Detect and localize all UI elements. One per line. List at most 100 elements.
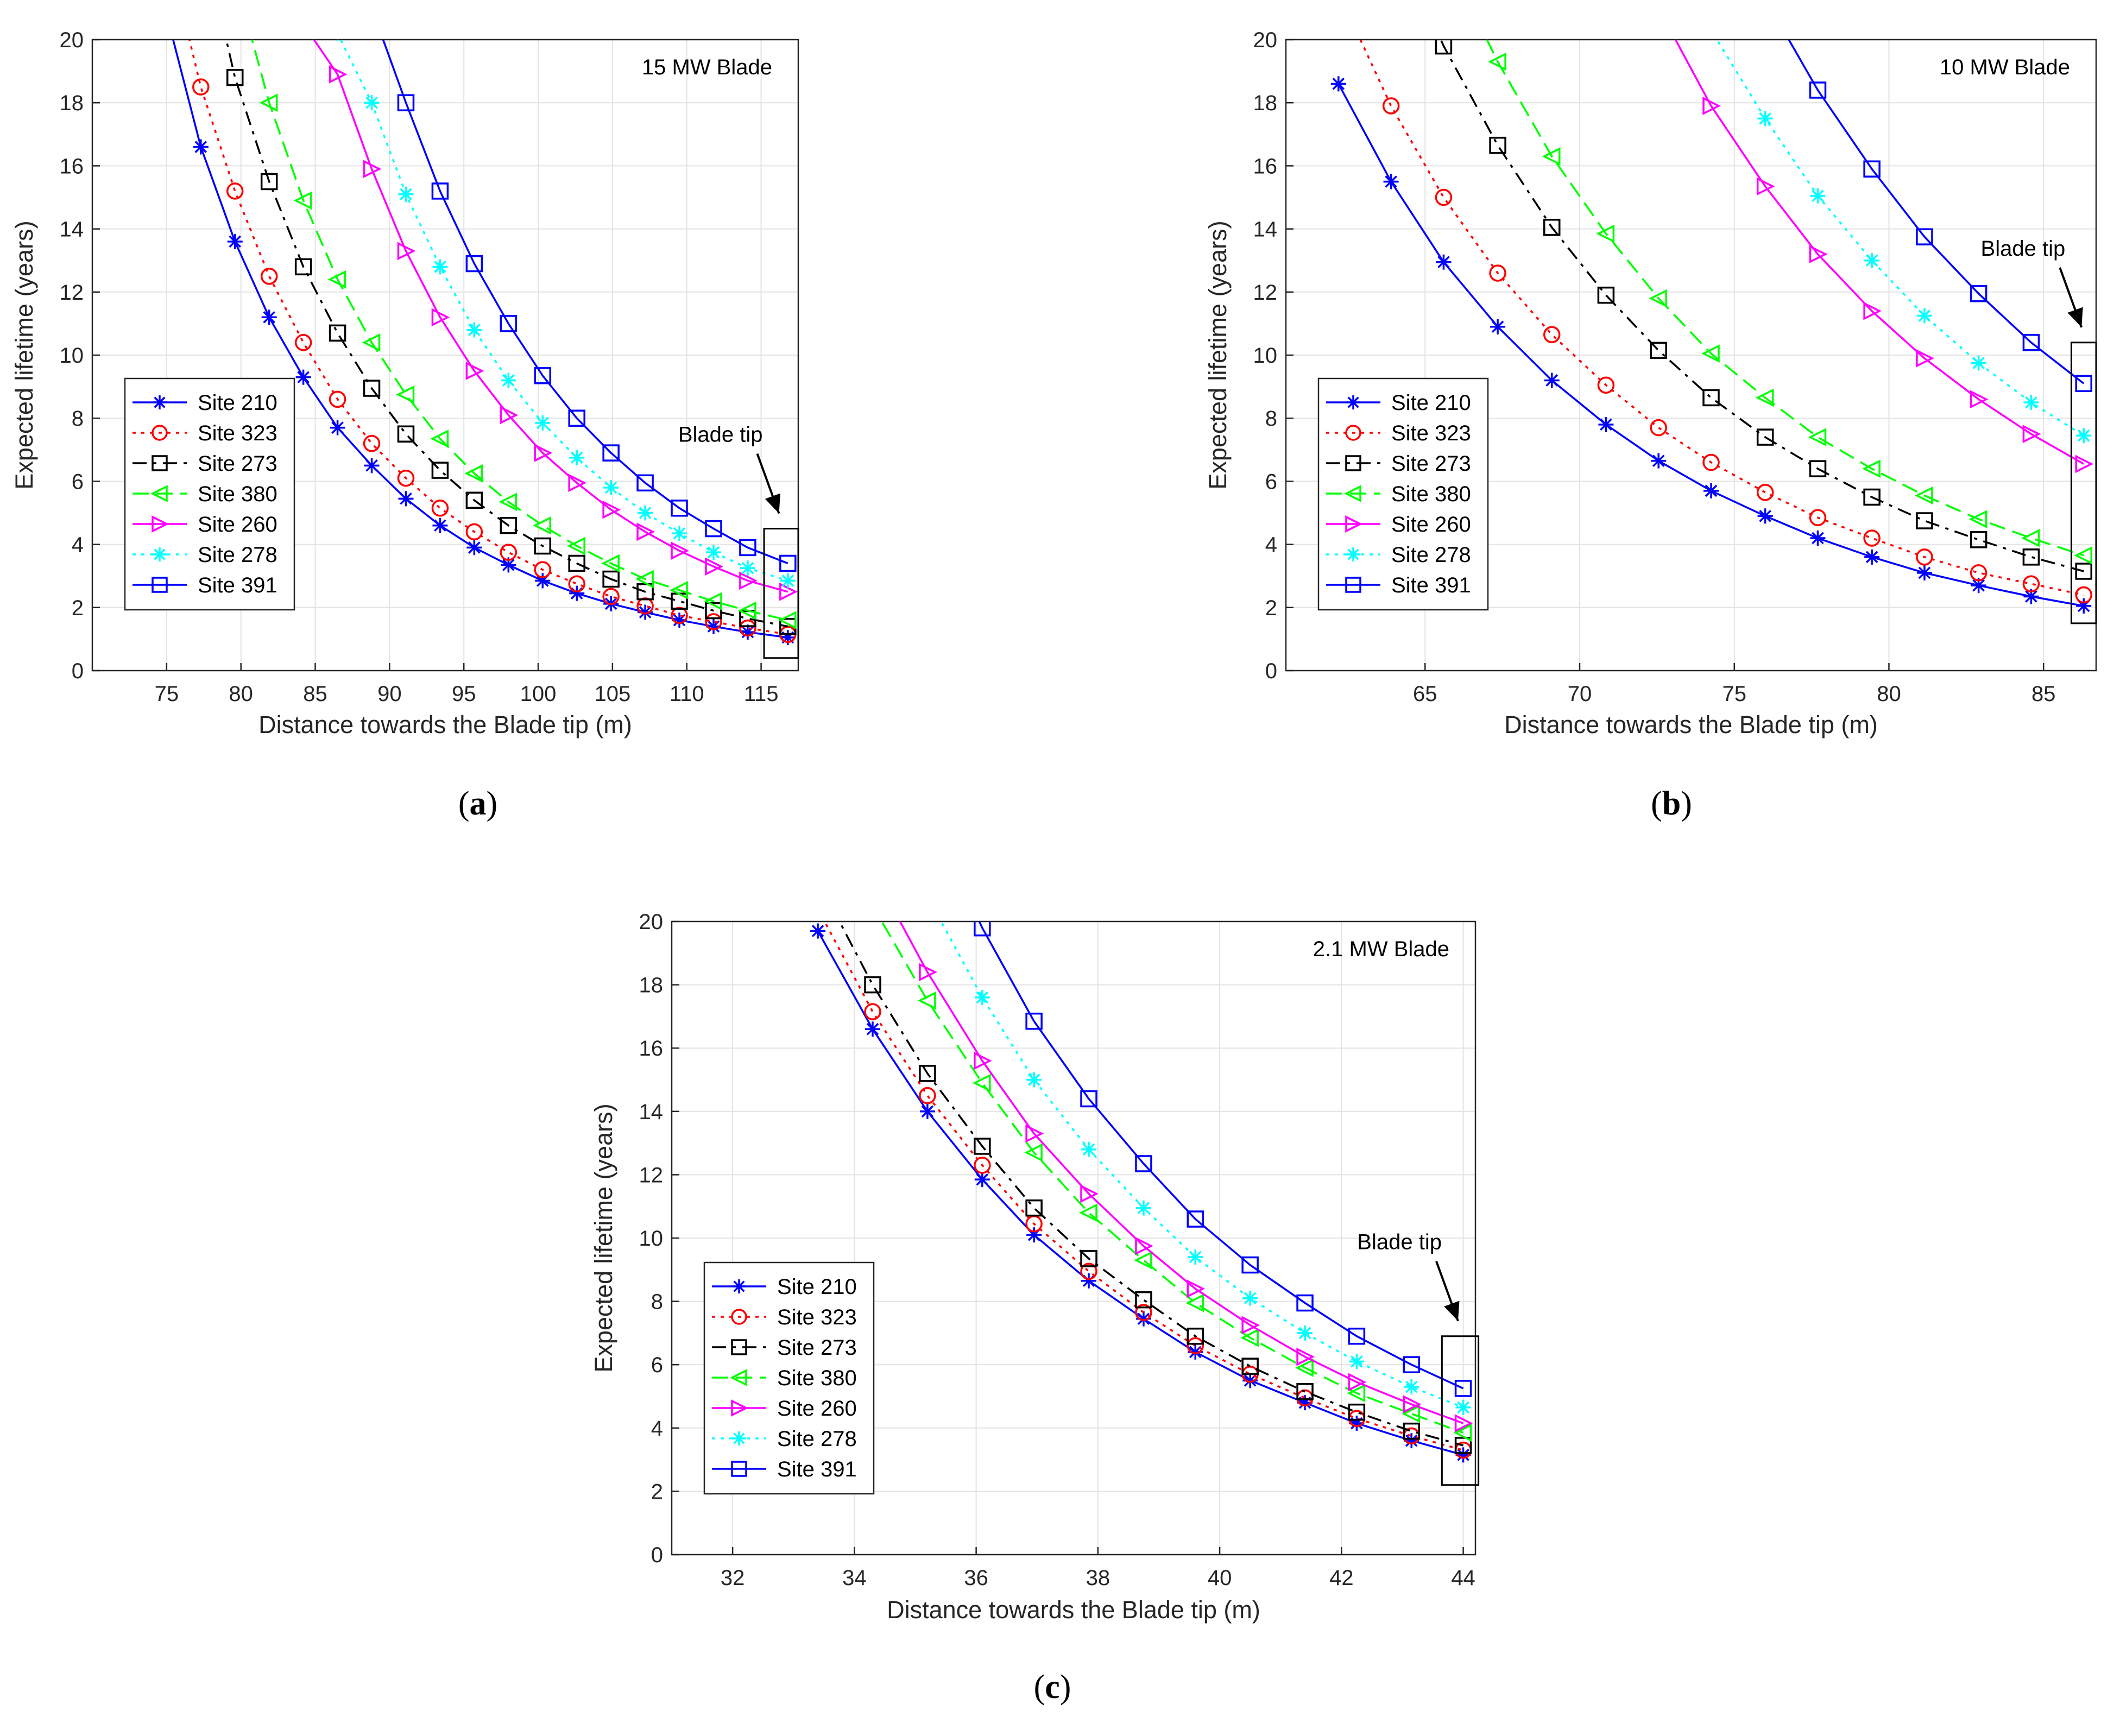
marker-triangle-left — [1808, 428, 1827, 446]
marker-asterisk — [330, 420, 345, 435]
x-tick-label: 40 — [1208, 1566, 1232, 1590]
marker-asterisk — [780, 573, 796, 589]
marker-asterisk — [1330, 76, 1346, 92]
marker-triangle-left — [670, 581, 688, 599]
marker-square — [2075, 563, 2092, 580]
x-tick-label: 65 — [1413, 682, 1437, 706]
marker-triangle-right — [1970, 390, 1989, 409]
marker-circle — [1597, 376, 1615, 394]
series-markers-4 — [259, 93, 797, 629]
marker-asterisk — [569, 450, 585, 465]
legend-label-5: Site 260 — [1391, 513, 1471, 536]
panel-label: (a) — [458, 785, 497, 822]
x-tick-label: 115 — [744, 682, 779, 706]
marker-asterisk — [432, 259, 448, 275]
legend-label-4: Site 380 — [198, 482, 277, 506]
legend: Site 210 Site 323 Site 273 Site 380 Site 260… — [1317, 377, 1489, 611]
marker-asterisk — [706, 545, 721, 560]
marker-square — [534, 367, 552, 384]
x-tick-label: 85 — [303, 682, 327, 706]
marker-triangle-left — [1542, 147, 1561, 166]
marker-asterisk — [1916, 308, 1932, 324]
marker-square — [260, 173, 278, 191]
marker-asterisk — [153, 547, 167, 561]
marker-circle — [919, 1087, 936, 1104]
series-markers-2 — [864, 1003, 1472, 1459]
marker-asterisk — [336, 40, 339, 41]
legend-label-5: Site 260 — [777, 1397, 857, 1421]
marker-square — [2022, 548, 2040, 566]
marker-asterisk — [672, 526, 687, 541]
y-tick-label: 4 — [72, 533, 84, 557]
marker-square — [1345, 577, 1361, 593]
marker-asterisk — [1598, 416, 1614, 432]
y-tick-label: 14 — [1253, 218, 1278, 242]
marker-triangle-right — [1345, 515, 1362, 533]
marker-square — [1454, 1437, 1472, 1454]
marker-asterisk — [1455, 1447, 1471, 1463]
legend-label-6: Site 278 — [1391, 543, 1471, 567]
marker-triangle-left — [1453, 1423, 1472, 1442]
marker-triangle-right — [739, 571, 758, 590]
marker-triangle-left — [1915, 486, 1933, 505]
marker-asterisk — [638, 505, 653, 521]
x-tick-label: 110 — [670, 682, 704, 706]
marker-triangle-right — [1296, 1347, 1315, 1366]
marker-triangle-right — [1702, 97, 1721, 115]
marker-asterisk — [466, 540, 482, 555]
marker-asterisk — [974, 1172, 990, 1188]
y-tick-label: 2 — [651, 1480, 663, 1504]
marker-asterisk — [1135, 1200, 1151, 1216]
marker-asterisk — [1404, 1433, 1419, 1449]
chart-title: 15 MW Blade — [642, 55, 772, 79]
marker-square — [329, 324, 346, 342]
marker-square — [974, 921, 991, 937]
y-tick-label: 16 — [639, 1037, 664, 1060]
blade-tip-arrowhead — [765, 493, 781, 514]
y-tick-label: 2 — [72, 596, 84, 620]
marker-asterisk — [1864, 252, 1880, 268]
series-line-5 — [313, 40, 788, 593]
marker-square — [705, 602, 722, 620]
marker-asterisk — [153, 395, 167, 409]
panel-label-part: ( — [1034, 1669, 1045, 1706]
marker-square — [1756, 428, 1774, 446]
y-tick-label: 20 — [60, 28, 84, 52]
marker-square — [919, 1065, 936, 1082]
marker-triangle-left — [635, 570, 654, 589]
marker-asterisk — [261, 310, 277, 325]
legend-label-7: Site 391 — [1391, 573, 1471, 597]
marker-triangle-left — [972, 1074, 991, 1093]
marker-asterisk — [706, 618, 721, 634]
marker-square — [500, 315, 518, 332]
marker-asterisk — [919, 1103, 935, 1119]
y-tick-label: 8 — [1265, 407, 1277, 431]
marker-circle — [1756, 483, 1774, 501]
marker-triangle-left — [1649, 289, 1667, 308]
marker-asterisk — [810, 923, 826, 939]
marker-square — [152, 455, 168, 471]
marker-square — [1348, 1403, 1366, 1421]
marker-circle — [431, 500, 449, 517]
x-tick-label: 80 — [229, 682, 253, 706]
marker-triangle-right — [2075, 454, 2094, 474]
marker-circle — [1970, 564, 1988, 582]
marker-asterisk — [1081, 1141, 1097, 1157]
legend-label-1: Site 210 — [198, 391, 277, 415]
marker-asterisk — [1349, 1416, 1365, 1431]
marker-triangle-right — [1403, 1395, 1422, 1413]
marker-circle — [1080, 1262, 1097, 1280]
y-tick-label: 12 — [60, 281, 84, 305]
marker-asterisk — [1864, 549, 1880, 565]
series-line-5 — [899, 921, 1464, 1424]
marker-square — [226, 68, 244, 86]
marker-triangle-left — [1295, 1359, 1314, 1377]
marker-asterisk — [398, 491, 414, 507]
y-axis-label: Expected lifetime (years) — [590, 1103, 617, 1372]
marker-triangle-left — [1968, 510, 1988, 528]
marker-circle — [671, 607, 688, 624]
marker-square — [1296, 1383, 1314, 1400]
series-line-4 — [880, 921, 1464, 1434]
series-markers-5 — [1702, 97, 2094, 474]
marker-triangle-left — [1488, 52, 1506, 71]
